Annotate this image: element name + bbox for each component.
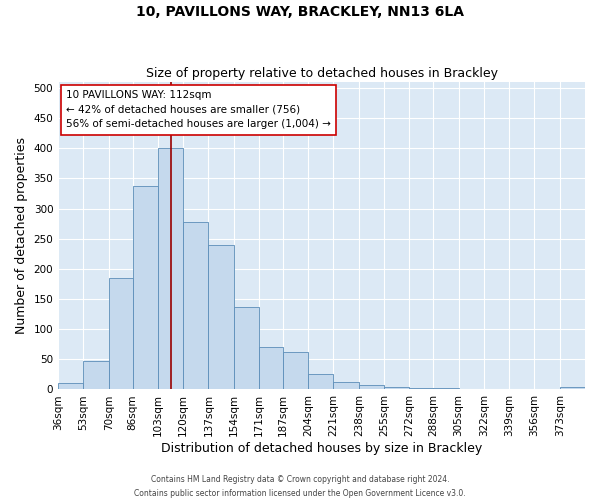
Bar [158,148,183,390]
Bar [409,388,433,390]
Bar [58,384,83,390]
Bar [560,387,585,390]
Bar [109,278,133,390]
Bar [259,348,283,390]
Bar [208,245,234,390]
Bar [433,388,458,390]
Bar [384,387,409,390]
Title: Size of property relative to detached houses in Brackley: Size of property relative to detached ho… [146,66,497,80]
Bar [234,307,259,390]
Text: 10 PAVILLONS WAY: 112sqm
← 42% of detached houses are smaller (756)
56% of semi-: 10 PAVILLONS WAY: 112sqm ← 42% of detach… [66,90,331,130]
Bar [308,374,334,390]
Bar [458,389,484,390]
Bar [183,222,208,390]
Y-axis label: Number of detached properties: Number of detached properties [15,138,28,334]
X-axis label: Distribution of detached houses by size in Brackley: Distribution of detached houses by size … [161,442,482,455]
Bar [133,186,158,390]
Text: 10, PAVILLONS WAY, BRACKLEY, NN13 6LA: 10, PAVILLONS WAY, BRACKLEY, NN13 6LA [136,5,464,19]
Bar [359,384,384,390]
Bar [283,352,308,390]
Text: Contains HM Land Registry data © Crown copyright and database right 2024.
Contai: Contains HM Land Registry data © Crown c… [134,476,466,498]
Bar [83,361,109,390]
Bar [334,382,359,390]
Bar [484,389,509,390]
